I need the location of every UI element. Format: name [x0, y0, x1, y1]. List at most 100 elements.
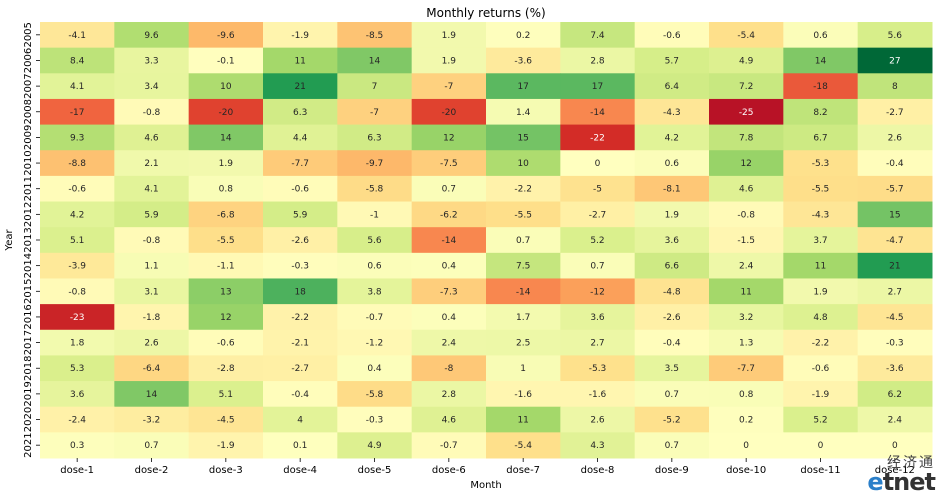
heatmap-cell [709, 304, 784, 331]
y-tick-label: 2018 [23, 356, 34, 381]
heatmap-cell [114, 150, 190, 177]
heatmap-cell [486, 381, 561, 408]
heatmap-cell [263, 73, 338, 100]
heatmap-cell-value: 0.2 [516, 31, 530, 41]
heatmap-cell-value: 2.7 [590, 339, 604, 349]
heatmap-cell-value: -6.8 [217, 210, 235, 220]
heatmap-cell-value: -17 [70, 108, 85, 118]
heatmap-cell-value: 5.9 [293, 210, 308, 220]
heatmap-cell [114, 73, 190, 100]
heatmap-cell [40, 381, 115, 408]
heatmap-cell-value: -5.4 [737, 31, 755, 41]
heatmap-cell [188, 175, 264, 203]
heatmap-cell-value: 1.3 [739, 339, 753, 349]
heatmap-cell [634, 124, 710, 151]
heatmap-cells: -4.1 9.6 -9.6 -1.9 -8.5 1.9 0.2 7.4 -0.6 -5.4 0.6 5… [40, 22, 933, 459]
heatmap-cell-value: 3.6 [590, 313, 605, 323]
heatmap-cell-value: -5.2 [663, 416, 681, 426]
y-tick-label: 2014 [23, 253, 34, 278]
heatmap-cell [783, 227, 859, 254]
x-tick-label: dose-1 [60, 465, 94, 476]
heatmap-cell [114, 432, 190, 459]
x-axis-ticks: dose-1 dose-2 dose-3 dose-4 dose-5 dose-6 dose… [60, 458, 915, 476]
heatmap-cell [709, 355, 784, 382]
heatmap-cell-value: 6.6 [665, 262, 680, 272]
y-tick-label: 2012 [23, 202, 34, 227]
heatmap-cell [560, 406, 636, 433]
heatmap-cell [188, 124, 264, 151]
heatmap-cell [486, 432, 561, 459]
heatmap-cell-value: -0.4 [663, 339, 681, 349]
etnet-watermark-logo: 经济通 etnet [847, 452, 937, 496]
heatmap-cell [709, 432, 784, 459]
x-tick-label: dose-7 [506, 465, 540, 476]
heatmap-cell [857, 329, 933, 356]
heatmap-cell-value: -7 [444, 82, 453, 92]
heatmap-cell-value: -14 [441, 236, 456, 246]
heatmap-cell-value: 14 [146, 390, 158, 400]
heatmap-cell-value: -5.3 [589, 364, 607, 374]
heatmap-cell [857, 150, 933, 177]
heatmap-cell-value: 11 [740, 287, 751, 297]
heatmap-cell [411, 201, 487, 228]
y-tick-label: 2017 [23, 330, 34, 355]
heatmap-cell [114, 278, 190, 305]
heatmap-cell-value: 6.2 [888, 390, 902, 400]
heatmap-cell [188, 47, 264, 74]
heatmap-cell-value: 7.5 [516, 262, 530, 272]
heatmap-cell-value: 0 [743, 441, 749, 451]
heatmap-cell [411, 227, 487, 254]
heatmap-cell [486, 304, 561, 331]
heatmap-cell [40, 124, 115, 151]
heatmap-cell-value: 1.9 [219, 159, 234, 169]
heatmap-cell-value: -2.7 [886, 108, 904, 118]
heatmap-cell-value: 5.1 [219, 390, 233, 400]
heatmap-cell-value: 5.9 [144, 210, 159, 220]
y-tick-label: 2016 [23, 304, 34, 329]
heatmap-cell [634, 252, 710, 279]
heatmap-cell [114, 252, 190, 279]
heatmap-cell [709, 150, 784, 177]
heatmap-cell [709, 124, 784, 151]
heatmap-cell-value: 1.4 [516, 108, 531, 118]
heatmap-cell-value: 2.1 [144, 159, 158, 169]
y-tick-label: 2021 [23, 432, 34, 457]
y-axis-ticks: 2005200620072008200920102011201220132014… [23, 22, 40, 458]
y-tick-label: 2007 [23, 73, 34, 98]
heatmap-cell [337, 432, 413, 459]
heatmap-cell-value: 0.4 [367, 364, 382, 374]
heatmap-cell-value: -2.6 [291, 236, 309, 246]
heatmap-cell-value: -5.5 [514, 210, 532, 220]
heatmap-cell-value: -23 [70, 313, 85, 323]
heatmap-cell-value: 6.3 [293, 108, 307, 118]
heatmap-cell-value: -20 [441, 108, 456, 118]
heatmap-cell [857, 175, 933, 203]
heatmap-cell-value: -7.7 [737, 364, 755, 374]
heatmap-cell-value: 3.2 [739, 313, 753, 323]
heatmap-cell-value: 3.3 [144, 56, 158, 66]
heatmap-cell-value: -25 [739, 108, 754, 118]
heatmap-cell-value: -1.8 [143, 313, 161, 323]
heatmap-cell-value: 2.6 [144, 339, 159, 349]
heatmap-cell [634, 47, 710, 74]
y-tick-label: 2009 [23, 125, 34, 150]
heatmap-cell-value: -1.9 [217, 441, 235, 451]
heatmap-cell-value: -4.3 [663, 108, 681, 118]
heatmap-cell-value: 8.2 [813, 108, 827, 118]
heatmap-cell [783, 47, 859, 74]
heatmap-cell-value: -3.6 [886, 364, 904, 374]
heatmap-cell [783, 150, 859, 177]
heatmap-cell-value: 2.4 [888, 416, 903, 426]
heatmap-cell-value: 10 [220, 82, 232, 92]
heatmap-cell [709, 406, 784, 433]
heatmap-cell [263, 381, 338, 408]
heatmap-cell [783, 329, 859, 356]
heatmap-cell [337, 98, 413, 126]
heatmap-cell-value: -3.6 [514, 56, 532, 66]
heatmap-cell [40, 406, 115, 433]
heatmap-cell-value: -8.1 [663, 185, 681, 195]
heatmap-cell-value: -5 [593, 185, 602, 195]
heatmap-cell [337, 47, 413, 74]
heatmap-cell-value: -2.2 [291, 313, 309, 323]
heatmap-cell [709, 73, 784, 100]
